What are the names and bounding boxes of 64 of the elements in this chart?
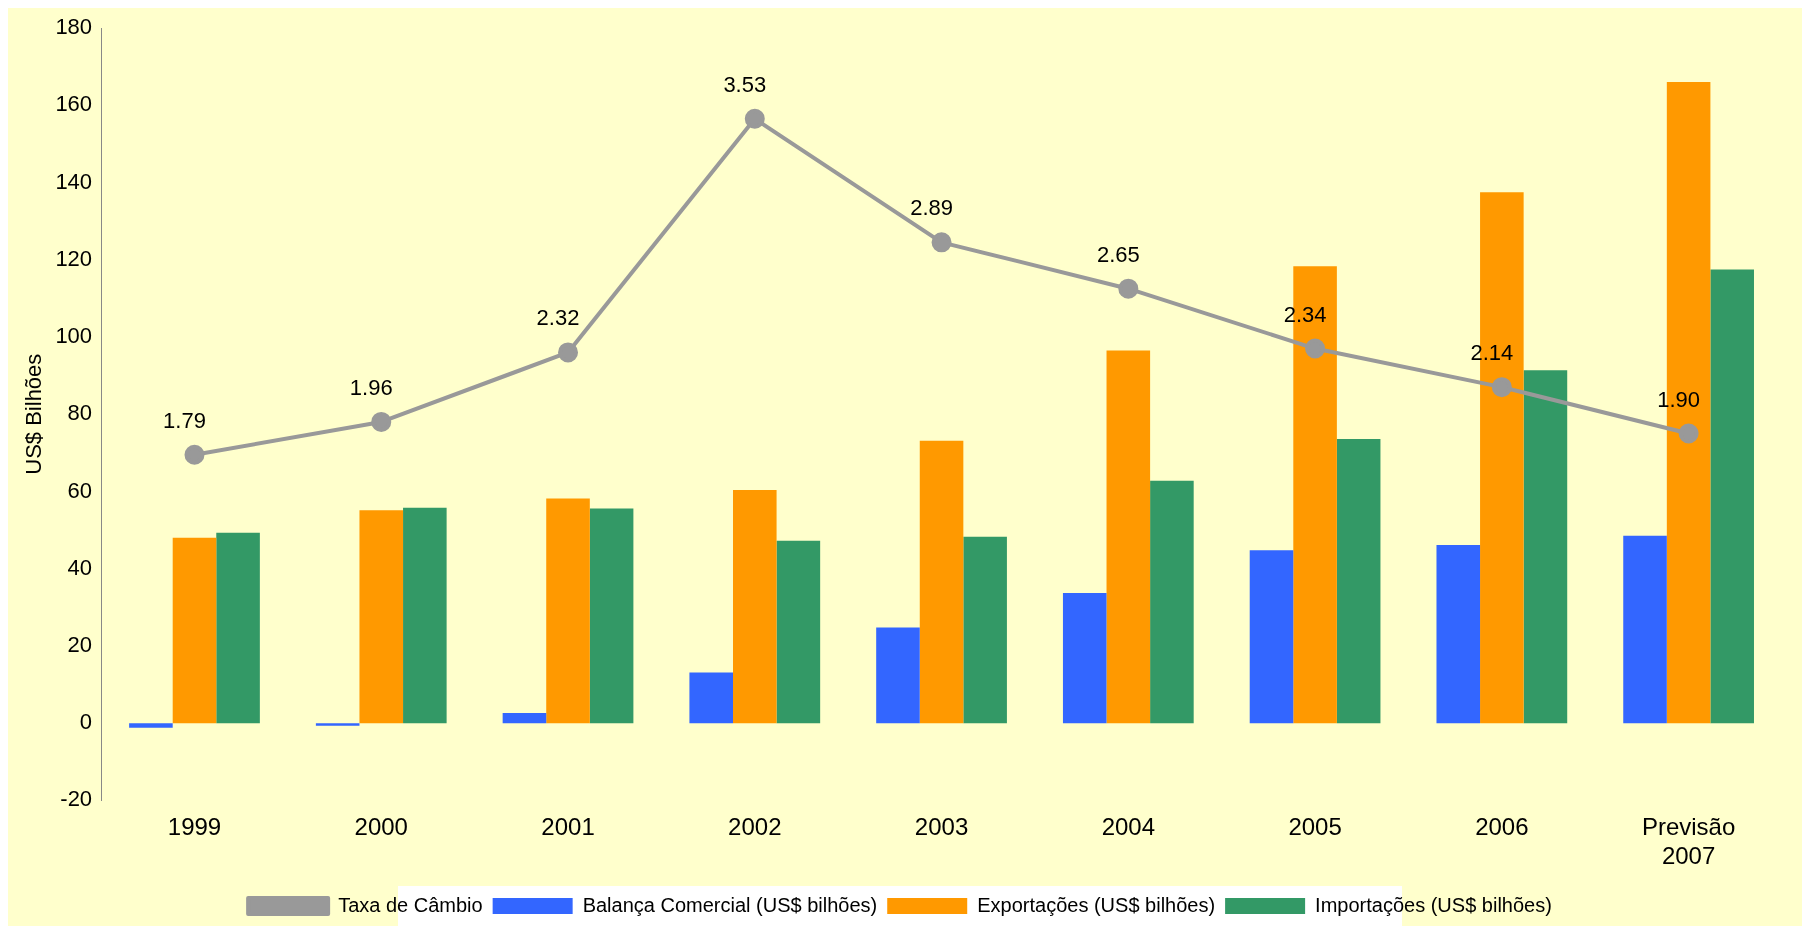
data-label: 2.65: [1096, 241, 1140, 267]
point: [184, 444, 205, 465]
bar: [589, 508, 634, 724]
data-label: 1.79: [163, 407, 206, 433]
x-tick-label: Previsão 2007: [1641, 813, 1736, 870]
x-tick-label: 2003: [914, 813, 969, 841]
bar: [689, 672, 733, 724]
point: [558, 342, 579, 363]
y-tick-label: 100: [55, 323, 93, 349]
bar: [1623, 535, 1667, 724]
bar: [403, 507, 447, 724]
bar: [359, 510, 404, 724]
bar: [1523, 370, 1568, 724]
bar: [733, 489, 777, 724]
x-tick-label: 2006: [1475, 813, 1529, 841]
y-tick-label: 80: [67, 400, 93, 426]
bar: [1150, 480, 1194, 724]
legend-label: Taxa de Câmbio: [338, 893, 483, 916]
bar: [546, 498, 590, 724]
point: [1118, 278, 1139, 299]
x-tick-label: 2000: [354, 813, 408, 841]
point: [931, 232, 952, 253]
x-tick-label: 2005: [1288, 813, 1342, 841]
legend-label: Balança Comercial (US$ bilhões): [582, 893, 878, 916]
point: [371, 411, 392, 432]
bar: [502, 713, 547, 724]
y-tick-label: 120: [55, 245, 93, 271]
x-tick-label: 2004: [1101, 813, 1156, 841]
bar: [129, 723, 173, 728]
bar: [1710, 269, 1754, 724]
data-label: 2.32: [536, 305, 580, 331]
x-tick-label: 2002: [728, 813, 782, 841]
data-label: 3.53: [723, 71, 767, 97]
bar: [876, 627, 920, 724]
y-tick-label: -20: [60, 786, 93, 812]
data-label: 1.96: [349, 374, 393, 400]
x-tick-label: 2001: [541, 813, 595, 841]
bar: [1249, 550, 1294, 724]
y-tick-label: 0: [79, 709, 93, 735]
bar: [172, 537, 217, 724]
bar: [216, 532, 260, 724]
legend-label: Exportações (US$ bilhões): [977, 893, 1216, 916]
bar: [963, 536, 1007, 724]
y-tick-label: 180: [55, 14, 93, 40]
point: [744, 108, 765, 129]
bar: [1106, 350, 1151, 724]
bar: [315, 723, 360, 726]
y-tick-label: 20: [67, 631, 93, 657]
bar: [919, 440, 964, 724]
y-axis-title: US$ Bilhões: [21, 353, 47, 475]
legend-label: Importações (US$ bilhões): [1315, 893, 1552, 916]
y-tick-label: 140: [55, 168, 93, 194]
data-label: 2.89: [910, 195, 953, 221]
bar: [1436, 545, 1481, 724]
bar: [1336, 438, 1381, 724]
y-tick-label: 40: [67, 554, 93, 580]
bar: [776, 540, 821, 724]
y-tick-label: 160: [55, 91, 93, 117]
point: [1678, 423, 1699, 444]
point: [1305, 338, 1326, 359]
y-tick-label: 60: [67, 477, 93, 503]
bar: [1062, 593, 1107, 724]
x-tick-label: 1999: [167, 813, 222, 841]
point: [1491, 377, 1512, 398]
